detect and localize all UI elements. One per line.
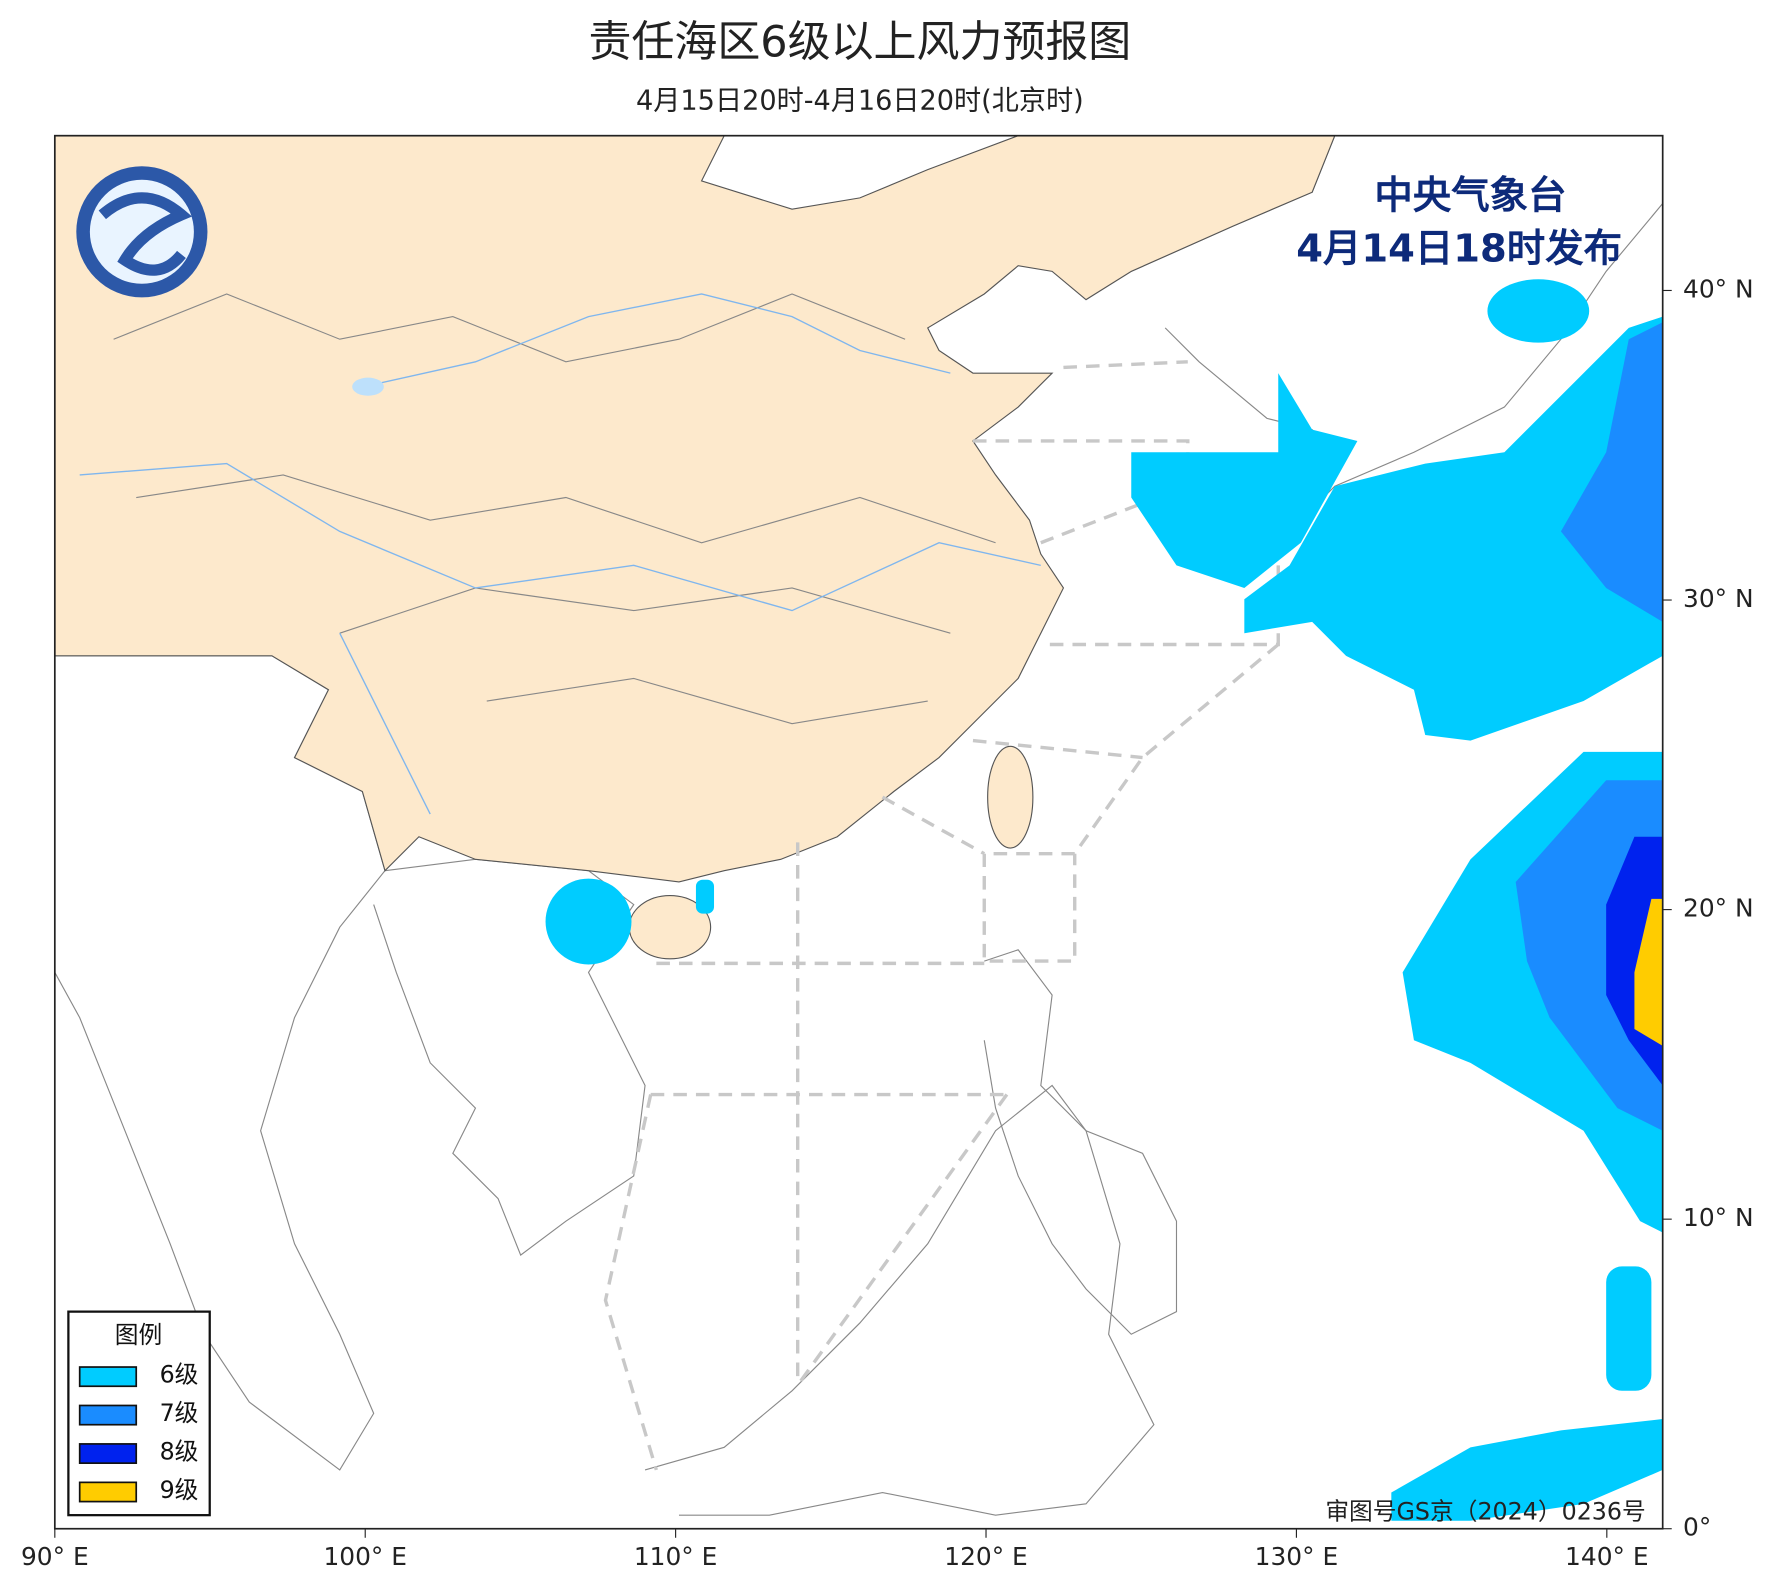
approval: 审图号GS京（2024）0236号 [1325, 1497, 1645, 1525]
subtitle: 4月15日20时-4月16日20时(北京时) [636, 85, 1084, 116]
wind-area [1391, 1419, 1663, 1521]
legend: 图例 6级 7级 8级 9级 [67, 1310, 211, 1517]
title: 责任海区6级以上风力预报图 [589, 18, 1132, 68]
legend-swatch [78, 1404, 138, 1426]
wind-area [1131, 373, 1358, 588]
x-tick-label: 90° E [21, 1542, 89, 1571]
legend-swatch [78, 1481, 138, 1503]
x-tick-label: 130° E [1255, 1542, 1339, 1571]
y-tick-label: 20° N [1683, 894, 1754, 923]
issued: 4月14日18时发布 [1296, 227, 1622, 272]
x-tick-label: 100° E [323, 1542, 407, 1571]
china-land [54, 135, 1336, 883]
legend-swatch [78, 1443, 138, 1464]
wind-area [695, 879, 715, 914]
y-tick-label: 0° [1683, 1513, 1711, 1542]
x-tick-label: 120° E [944, 1542, 1027, 1571]
legend-title: 图例 [115, 1321, 162, 1349]
wind-area [1634, 898, 1663, 1046]
legend-swatch [78, 1366, 138, 1388]
x-tick-label: 110° E [634, 1542, 718, 1571]
wind-area [1560, 322, 1663, 622]
map-area [54, 135, 1663, 1529]
agency: 中央气象台 [1374, 173, 1566, 218]
legend-label: 6级 [160, 1361, 199, 1389]
wind-area [1606, 1266, 1652, 1391]
taiwan [987, 745, 1034, 849]
wind-area [1244, 316, 1663, 741]
map-frame [53, 134, 1664, 1530]
axes: 90° E 100° E 110° E 120° E 130° E 140° E 0° 10°… [21, 274, 1754, 1571]
legend-label: 8级 [160, 1437, 199, 1465]
legend-label: 9级 [160, 1476, 199, 1504]
y-tick-label: 40° N [1683, 274, 1754, 303]
legend-label: 7级 [160, 1399, 199, 1427]
wind-area [545, 878, 632, 965]
y-tick-label: 10° N [1683, 1203, 1754, 1232]
y-tick-label: 30° N [1683, 584, 1754, 613]
x-tick-label: 140° E [1565, 1542, 1649, 1571]
wind-area [1487, 279, 1590, 343]
